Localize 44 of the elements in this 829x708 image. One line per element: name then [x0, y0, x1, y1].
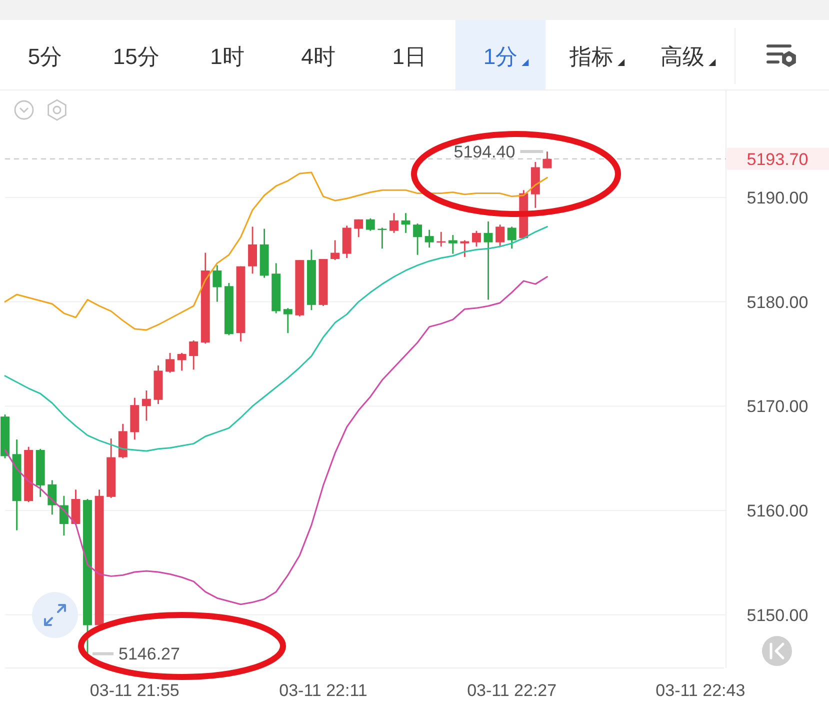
candlestick [460, 240, 470, 258]
candlestick [401, 212, 410, 234]
candlestick [507, 226, 516, 250]
y-tick-label: 5180.00 [746, 292, 808, 312]
candlestick [424, 229, 434, 248]
candlestick [166, 352, 174, 374]
candlestick [366, 218, 375, 232]
candlestick [484, 220, 493, 300]
text: 指标 [568, 44, 614, 68]
ref-line-label: 5193.70 [746, 149, 808, 168]
candlestick [59, 495, 68, 536]
candlestick [413, 222, 422, 256]
text: 5分 [28, 44, 62, 68]
annotation: 5194.40 [454, 142, 516, 162]
candlestick [248, 226, 258, 274]
candlestick [212, 264, 222, 302]
x-tick-label: 03-11 22:43 [656, 680, 746, 700]
line-series [4, 172, 548, 331]
y-tick-label: 5170.00 [746, 396, 808, 416]
candlestick [496, 224, 505, 248]
candlestick [354, 218, 364, 238]
text: 1时 [210, 44, 244, 68]
text: 4时 [301, 44, 336, 68]
annotation: 5146.27 [118, 644, 180, 664]
text: 1日 [392, 44, 427, 68]
candlestick [283, 307, 292, 334]
candlestick [177, 352, 186, 372]
candlestick [142, 390, 151, 422]
candlestick [542, 150, 552, 169]
line-series [4, 226, 548, 452]
candlestick [330, 240, 340, 261]
candlestick [389, 212, 398, 234]
text: 高级 [660, 44, 705, 68]
text: 15分 [112, 44, 160, 68]
candlestick [189, 340, 198, 370]
y-tick-label: 5190.00 [746, 188, 808, 207]
y-tick-label: 5160.00 [746, 500, 808, 520]
candlestick [448, 234, 458, 254]
x-tick-label: 03-11 21:55 [90, 680, 180, 700]
y-tick-label: 5150.00 [746, 605, 808, 624]
candlestick [472, 230, 481, 248]
x-tick-label: 03-11 22:11 [279, 680, 368, 700]
x-tick-label: 03-11 22:27 [467, 680, 557, 700]
text: 1分 [483, 44, 518, 68]
